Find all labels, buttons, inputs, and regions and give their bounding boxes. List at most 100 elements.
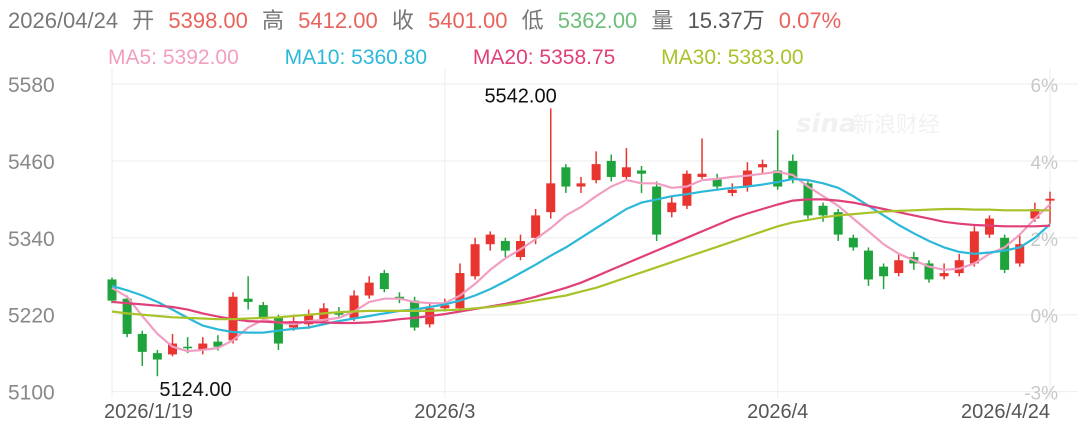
candle xyxy=(1045,191,1055,224)
y-tick-label: 5100 xyxy=(8,382,55,405)
candle-body xyxy=(954,260,964,274)
candle xyxy=(621,148,631,181)
candle xyxy=(758,159,768,174)
candle-body xyxy=(258,305,268,318)
candle xyxy=(198,337,208,355)
candle-body xyxy=(924,263,934,280)
y-axis: 5580 5460 5340 5220 5100 xyxy=(8,74,55,405)
x-tick-label: 2026/4/24 xyxy=(961,401,1050,423)
annotations: 5542.00 5124.00 xyxy=(159,85,556,401)
candle-body xyxy=(198,343,208,350)
candle xyxy=(833,208,843,242)
change-percent: 0.07% xyxy=(778,8,842,33)
candle xyxy=(304,309,314,329)
price-annotation: 5542.00 xyxy=(484,85,556,107)
moving-average-lines xyxy=(111,170,1051,353)
candlestick-chart: sina 新浪财经 5580 5460 5340 5220 5100 6% 4% 2% 0% -… xyxy=(8,68,1078,423)
candle-body xyxy=(1045,198,1055,201)
x-tick-label: 2026/4 xyxy=(747,401,808,423)
candle xyxy=(894,253,904,277)
percent-tick-label: 0% xyxy=(1031,307,1059,328)
sina-watermark-text: 新浪财经 xyxy=(852,113,940,138)
candle xyxy=(107,277,117,304)
candle-body xyxy=(894,260,904,274)
candle xyxy=(773,130,783,190)
candle-body xyxy=(440,305,450,309)
candle-body xyxy=(1030,208,1040,219)
candle-body xyxy=(591,164,601,181)
candle-body xyxy=(682,173,692,206)
candle xyxy=(349,290,359,322)
candle-body xyxy=(863,250,873,280)
high-label: 高 xyxy=(262,8,285,33)
x-tick-label: 2026/3 xyxy=(414,401,475,423)
percent-tick-label: -3% xyxy=(1024,384,1058,405)
candle-body xyxy=(304,314,314,325)
ma-legend: MA5: 5392.00 MA10: 5360.80 MA20: 5358.75… xyxy=(108,42,804,74)
candle xyxy=(500,237,510,258)
candle xyxy=(1015,234,1025,267)
candle xyxy=(470,237,480,280)
percent-tick-label: 2% xyxy=(1031,230,1059,251)
candle xyxy=(546,108,556,219)
candle-body xyxy=(137,333,147,352)
candle xyxy=(682,170,692,209)
candle xyxy=(606,154,616,182)
close-label: 收 xyxy=(391,8,414,33)
candle-body xyxy=(122,298,132,334)
candle-body xyxy=(500,241,510,251)
candle xyxy=(137,330,147,366)
candle-body xyxy=(667,202,677,213)
candle-body xyxy=(833,212,843,235)
volume-label: 量 xyxy=(651,8,674,33)
x-axis: 2026/1/19 2026/3 2026/4 2026/4/24 xyxy=(104,401,1050,423)
candle xyxy=(924,260,934,283)
ma30-legend: MA30: 5383.00 xyxy=(661,46,804,69)
price-annotation: 5124.00 xyxy=(159,379,231,401)
low-label: 低 xyxy=(521,8,544,33)
volume-value: 15.37万 xyxy=(687,8,765,33)
candle-body xyxy=(1000,237,1010,270)
candle-body xyxy=(652,186,662,235)
candle-body xyxy=(470,244,480,277)
candle-body xyxy=(606,160,616,177)
candle xyxy=(652,181,662,242)
candle xyxy=(939,263,949,280)
candle xyxy=(364,276,374,299)
candle-body xyxy=(485,234,495,245)
candle-body xyxy=(183,346,193,349)
candle xyxy=(455,263,465,312)
ma20-legend: MA20: 5358.75 xyxy=(472,46,616,69)
low-value: 5362.00 xyxy=(557,8,638,33)
candle-body xyxy=(168,343,178,355)
x-tick-label: 2026/1/19 xyxy=(104,401,193,423)
ma10-legend: MA10: 5360.80 xyxy=(284,46,428,69)
candle-body xyxy=(879,266,889,277)
candles xyxy=(107,108,1055,377)
percent-tick-label: 4% xyxy=(1031,153,1059,174)
percent-axis: 6% 4% 2% 0% -3% xyxy=(1024,76,1058,405)
percent-tick-label: 6% xyxy=(1031,76,1059,97)
y-tick-label: 5460 xyxy=(8,151,55,174)
candle-body xyxy=(107,279,117,301)
candle xyxy=(168,333,178,357)
candle-body xyxy=(773,170,783,187)
candle xyxy=(848,234,858,251)
candle xyxy=(591,151,601,184)
candle-body xyxy=(576,183,586,187)
candle-body xyxy=(379,273,389,290)
candle-body xyxy=(1015,244,1025,264)
ma5-legend: MA5: 5392.00 xyxy=(108,46,239,69)
candle xyxy=(485,231,495,251)
candle-body xyxy=(939,273,949,277)
candle xyxy=(243,276,253,310)
candle-body xyxy=(742,170,752,187)
y-tick-label: 5220 xyxy=(8,305,55,328)
candle-body xyxy=(697,173,707,177)
candle xyxy=(712,173,722,190)
candle-body xyxy=(531,215,541,238)
candle xyxy=(667,196,677,218)
y-tick-label: 5340 xyxy=(8,228,55,251)
candle-body xyxy=(455,273,465,309)
candle xyxy=(273,314,283,350)
